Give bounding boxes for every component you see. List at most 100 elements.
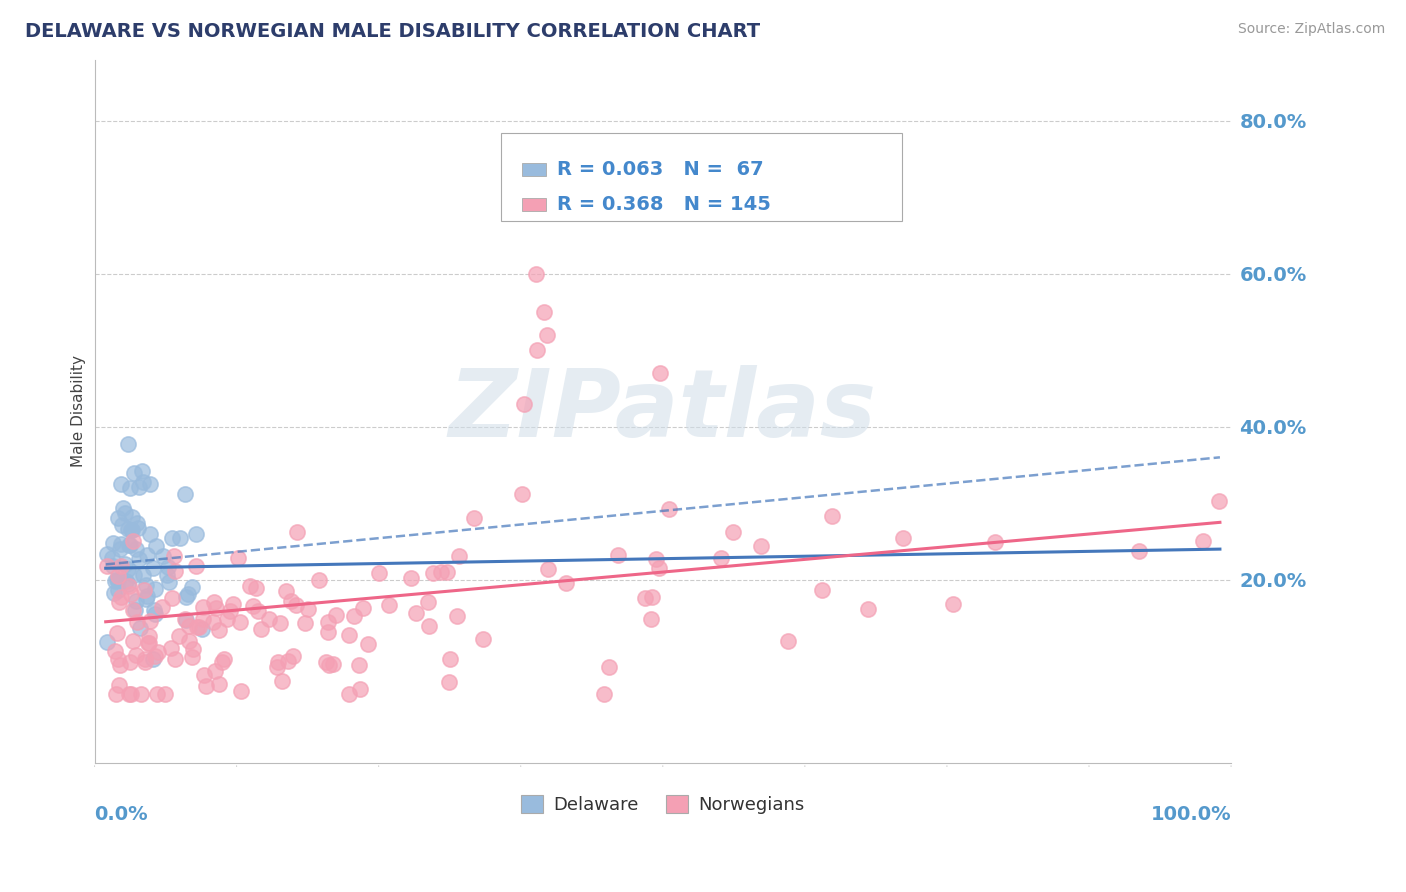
Point xyxy=(135,589,157,603)
Point xyxy=(308,573,330,587)
Point xyxy=(129,621,152,635)
Point xyxy=(125,516,148,530)
Point xyxy=(554,575,576,590)
Point xyxy=(325,607,347,622)
Point xyxy=(135,592,157,607)
Point xyxy=(284,598,307,612)
Point xyxy=(721,524,744,539)
Point xyxy=(316,625,339,640)
Point xyxy=(111,518,134,533)
Point xyxy=(108,541,131,556)
Point xyxy=(1208,494,1230,508)
Point xyxy=(124,603,146,617)
Point xyxy=(124,567,146,582)
Point xyxy=(202,615,225,629)
Point xyxy=(120,587,142,601)
Point xyxy=(162,591,184,605)
Point xyxy=(122,533,145,548)
Point xyxy=(598,659,620,673)
Point xyxy=(122,466,145,480)
Point xyxy=(129,688,152,702)
Point xyxy=(114,557,136,571)
Point xyxy=(128,551,150,566)
Point xyxy=(942,597,965,611)
Point xyxy=(368,566,391,580)
Point xyxy=(984,535,1007,549)
Y-axis label: Male Disability: Male Disability xyxy=(72,355,86,467)
Point xyxy=(186,620,208,634)
Point xyxy=(101,550,124,565)
Point xyxy=(118,481,141,495)
Point xyxy=(181,649,204,664)
Point xyxy=(125,542,148,557)
Point xyxy=(283,648,305,663)
Point xyxy=(101,535,124,549)
Point xyxy=(184,527,207,541)
Point xyxy=(104,688,127,702)
Point xyxy=(143,607,166,621)
Point xyxy=(169,531,191,545)
Point xyxy=(418,619,440,633)
Text: R = 0.368   N = 145: R = 0.368 N = 145 xyxy=(557,195,772,214)
Point xyxy=(121,509,143,524)
Text: 0.0%: 0.0% xyxy=(94,805,148,824)
Point xyxy=(142,652,165,666)
Point xyxy=(108,595,131,609)
Point xyxy=(641,590,664,604)
Point xyxy=(463,511,485,525)
Point xyxy=(536,328,558,343)
Point xyxy=(152,549,174,563)
Point xyxy=(157,575,180,590)
Point xyxy=(219,604,242,618)
Point xyxy=(143,582,166,596)
Point xyxy=(193,668,215,682)
Point xyxy=(266,660,288,674)
Point xyxy=(176,590,198,604)
Point xyxy=(177,587,200,601)
Point xyxy=(356,636,378,650)
Point xyxy=(179,634,201,648)
Point xyxy=(510,487,533,501)
Point xyxy=(204,601,226,615)
Point xyxy=(107,511,129,525)
Point xyxy=(633,591,655,606)
Point xyxy=(439,651,461,665)
Point xyxy=(399,571,422,585)
Point xyxy=(159,641,181,656)
Point xyxy=(287,525,309,540)
Point xyxy=(110,558,132,573)
Point xyxy=(242,599,264,613)
Point xyxy=(177,618,200,632)
Point xyxy=(150,600,173,615)
Point xyxy=(131,464,153,478)
Point xyxy=(208,624,231,638)
Point xyxy=(110,590,132,604)
Point xyxy=(245,582,267,596)
Point xyxy=(269,615,291,630)
Point xyxy=(146,645,169,659)
Point xyxy=(156,568,179,582)
Point xyxy=(134,652,156,666)
Point xyxy=(114,506,136,520)
Point xyxy=(352,601,374,615)
Point xyxy=(125,615,148,629)
Point xyxy=(96,635,118,649)
Point xyxy=(337,628,360,642)
Point xyxy=(537,562,560,576)
Point xyxy=(190,623,212,637)
Point xyxy=(105,625,128,640)
Point xyxy=(811,582,834,597)
Point xyxy=(174,612,197,626)
Point xyxy=(96,558,118,573)
Point xyxy=(167,629,190,643)
Point xyxy=(447,549,470,563)
Point xyxy=(188,620,211,634)
Point xyxy=(856,602,879,616)
Point xyxy=(204,595,226,609)
Point xyxy=(533,305,555,319)
Point xyxy=(648,560,671,574)
Point xyxy=(436,565,458,579)
Point xyxy=(1192,533,1215,548)
Point xyxy=(145,540,167,554)
Point xyxy=(162,549,184,564)
